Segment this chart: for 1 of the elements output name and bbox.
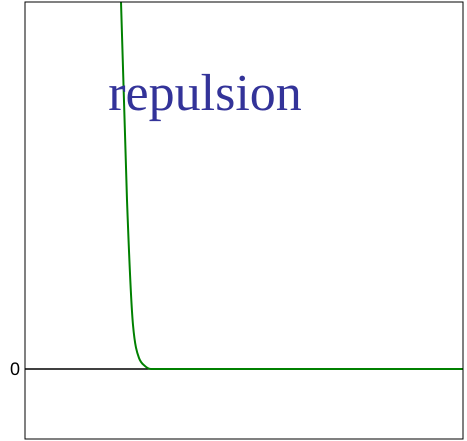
ref-line-label: 0 bbox=[10, 359, 20, 379]
